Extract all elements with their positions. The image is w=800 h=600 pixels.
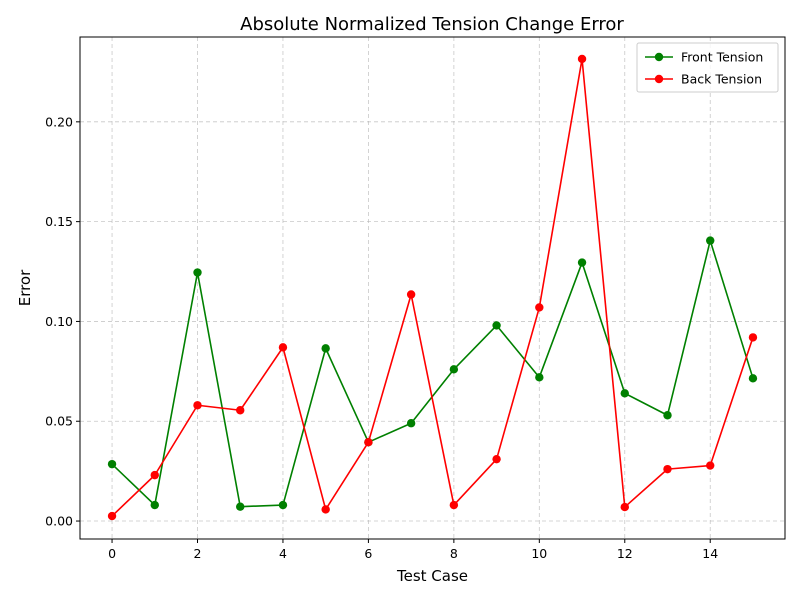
x-tick-label: 2 — [194, 546, 202, 561]
data-point-front-tension — [278, 500, 288, 510]
data-point-front-tension — [107, 459, 117, 469]
data-point-back-tension — [364, 437, 373, 447]
data-point-front-tension — [663, 411, 672, 420]
x-tick-label: 12 — [617, 546, 633, 561]
plot-area — [79, 36, 786, 540]
data-point-back-tension — [449, 500, 459, 510]
y-axis-label: Error — [16, 269, 34, 306]
y-tick-label: 0.10 — [45, 314, 73, 329]
data-point-front-tension — [236, 502, 245, 511]
x-axis-label: Test Case — [396, 567, 468, 585]
data-point-back-tension — [620, 502, 629, 512]
data-point-front-tension — [449, 365, 459, 374]
data-point-back-tension — [706, 461, 715, 470]
x-tick-label: 4 — [279, 546, 287, 561]
data-point-front-tension — [535, 373, 544, 382]
x-tick-label: 10 — [531, 546, 547, 561]
data-point-back-tension — [107, 511, 117, 521]
data-point-back-tension — [278, 343, 288, 352]
data-point-front-tension — [193, 268, 202, 277]
y-tick-label: 0.15 — [45, 214, 73, 229]
data-point-front-tension — [577, 258, 587, 267]
legend: Front Tension Back Tension — [636, 42, 779, 93]
data-point-back-tension — [150, 470, 159, 480]
legend-entry-front-tension: Front Tension — [645, 50, 763, 65]
x-tick-label: 6 — [364, 546, 372, 561]
series-line-back-tension — [111, 58, 754, 517]
data-point-front-tension — [748, 374, 758, 383]
data-point-back-tension — [577, 54, 587, 64]
data-point-back-tension — [492, 454, 501, 464]
legend-marker-back-tension — [654, 74, 664, 84]
grid — [80, 37, 785, 539]
legend-marker-front-tension — [654, 52, 664, 62]
data-point-front-tension — [620, 389, 629, 398]
series-back-tension — [107, 54, 758, 521]
data-point-front-tension — [706, 236, 715, 245]
series-line-front-tension — [111, 239, 754, 508]
data-point-back-tension — [321, 505, 330, 514]
data-point-back-tension — [406, 290, 416, 299]
chart-title: Absolute Normalized Tension Change Error — [240, 14, 624, 35]
y-tick-label: 0.20 — [45, 114, 73, 129]
y-tick-label: 0.05 — [45, 414, 73, 429]
legend-entry-back-tension: Back Tension — [645, 72, 762, 87]
legend-label-back-tension: Back Tension — [681, 72, 762, 87]
series-front-tension — [107, 236, 758, 511]
data-point-back-tension — [663, 464, 672, 474]
y-tick-label: 0.00 — [45, 514, 73, 529]
x-tick-label: 14 — [702, 546, 718, 561]
data-point-back-tension — [748, 333, 758, 342]
legend-label-front-tension: Front Tension — [681, 50, 763, 65]
axes-ticks: 0 2 4 6 8 10 12 14 0.00 0.05 0.10 0.15 0.20 — [45, 114, 718, 561]
x-tick-label: 0 — [108, 546, 116, 561]
data-point-front-tension — [150, 500, 159, 510]
data-point-front-tension — [492, 321, 501, 330]
data-point-back-tension — [193, 401, 202, 410]
data-point-back-tension — [236, 406, 245, 415]
data-point-back-tension — [535, 303, 544, 312]
data-point-front-tension — [406, 419, 416, 428]
series-layer — [107, 54, 758, 521]
x-tick-label: 8 — [450, 546, 458, 561]
data-point-front-tension — [321, 344, 330, 353]
